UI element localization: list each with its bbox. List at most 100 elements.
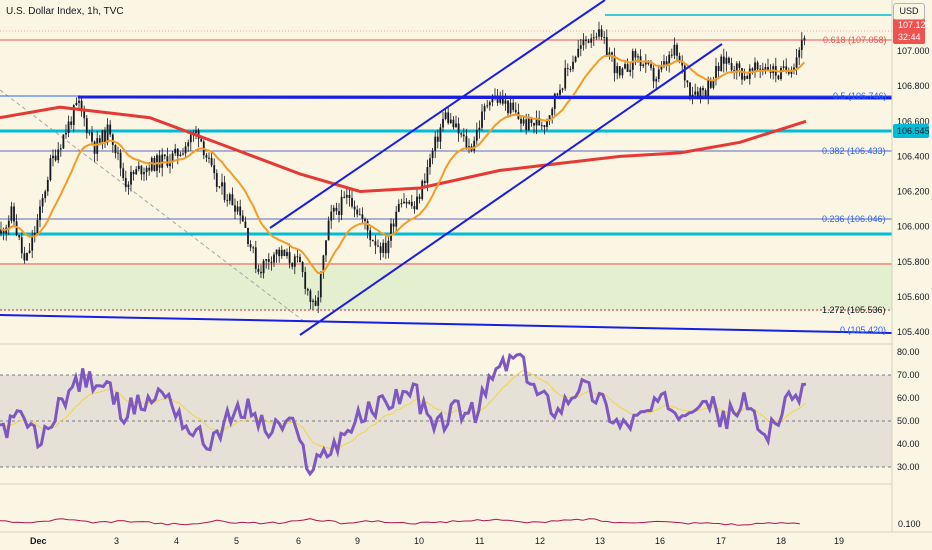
candle-body [335, 207, 338, 212]
candle-body [403, 201, 405, 204]
candle-body [267, 259, 270, 262]
candle-body [39, 206, 41, 221]
lower-support-trendline[interactable] [0, 314, 893, 334]
candle-body [696, 91, 699, 97]
price-axis-tick: 105.800 [897, 257, 930, 267]
price-axis[interactable]: 107.000 106.800 106.600 106.400 106.200 106.0… [897, 46, 930, 337]
candle-body [390, 223, 392, 241]
candle-body [26, 252, 28, 261]
channel-lower-trendline[interactable] [299, 43, 723, 336]
candle-body [117, 152, 119, 154]
candle-body [317, 297, 320, 306]
candle-body [447, 112, 450, 124]
candle-body [715, 66, 717, 81]
candle-body [7, 220, 10, 228]
candle-body [442, 119, 444, 128]
candle-body [585, 39, 587, 41]
candle-body [41, 198, 44, 207]
candle-body [795, 57, 798, 68]
time-axis-tick: 16 [655, 536, 665, 546]
candle-body [785, 66, 788, 71]
candle-body [78, 100, 80, 103]
candle-body [18, 235, 21, 238]
candle-body [668, 54, 671, 65]
candle-body [743, 75, 746, 80]
candle-body [600, 29, 603, 37]
candle-body [366, 221, 369, 231]
candle-body [223, 182, 226, 200]
candle-body [332, 207, 335, 212]
candle-body [699, 87, 702, 97]
candle-body [280, 249, 283, 257]
candle-body [124, 178, 127, 188]
candle-body [80, 100, 83, 111]
candle-body [20, 237, 23, 254]
candle-body [143, 172, 145, 175]
price-axis-tick: 106.600 [897, 116, 930, 126]
candle-body [304, 271, 307, 289]
candle-body [707, 80, 710, 96]
candle-body [608, 52, 611, 56]
candle-body [478, 127, 481, 131]
candle-body [275, 249, 278, 255]
candle-body [265, 259, 268, 261]
candle-body [176, 148, 179, 157]
candle-body [182, 153, 184, 155]
candle-body [306, 288, 309, 291]
candle-body [353, 206, 356, 210]
price-axis-tick: 105.600 [897, 292, 930, 302]
candle-body [397, 203, 400, 212]
candle-body [683, 65, 686, 81]
candle-body [702, 87, 704, 91]
candle-body [449, 119, 452, 124]
price-countdown: 32:44 [898, 32, 921, 42]
time-axis-tick: 10 [414, 536, 424, 546]
candle-body [57, 149, 60, 161]
candle-body [616, 66, 619, 74]
candle-body [709, 80, 712, 88]
currency-button[interactable]: USD [893, 3, 925, 20]
candle-body [631, 50, 634, 70]
candle-body [605, 37, 608, 56]
horizontal-resistance-line[interactable] [77, 95, 893, 100]
candle-body [364, 218, 366, 222]
candle-body [439, 127, 442, 142]
candle-body [787, 70, 790, 74]
candle-body [798, 50, 801, 58]
candle-body [371, 240, 374, 242]
candle-body [748, 68, 751, 79]
candle-body [694, 91, 697, 95]
candle-body [322, 255, 325, 273]
candle-body [509, 102, 512, 114]
candle-body [379, 246, 382, 253]
fib-label-1272: 1.272 (105.536) [822, 305, 886, 315]
candle-body [611, 52, 613, 56]
rsi-axis[interactable]: 80.00 70.00 60.00 50.00 40.00 30.00 [897, 347, 920, 472]
candle-body [418, 196, 421, 200]
channel-upper-trendline[interactable] [269, 0, 606, 229]
candle-body [260, 271, 262, 274]
candle-body [405, 201, 408, 204]
candle-body [88, 132, 91, 134]
candle-body [244, 221, 247, 228]
candle-body [514, 109, 517, 113]
candle-body [803, 37, 806, 41]
time-axis[interactable]: Dec 3 4 5 6 9 10 11 12 13 16 17 18 19 [30, 536, 844, 546]
lower-indicator-line [0, 518, 800, 526]
candle-body [145, 167, 148, 173]
candle-body [410, 201, 413, 206]
candle-body [213, 165, 216, 174]
candle-body [434, 136, 437, 151]
time-axis-tick: 13 [595, 536, 605, 546]
candle-body [283, 249, 286, 257]
price-axis-tick: 106.400 [897, 151, 930, 161]
candle-body [15, 221, 18, 236]
candle-body [0, 229, 2, 234]
level-price-value: 106.545 [897, 126, 930, 136]
candle-body [392, 223, 395, 227]
candle-body [621, 68, 624, 76]
candle-body [676, 44, 678, 56]
candle-body [548, 115, 551, 120]
candle-body [800, 40, 803, 51]
